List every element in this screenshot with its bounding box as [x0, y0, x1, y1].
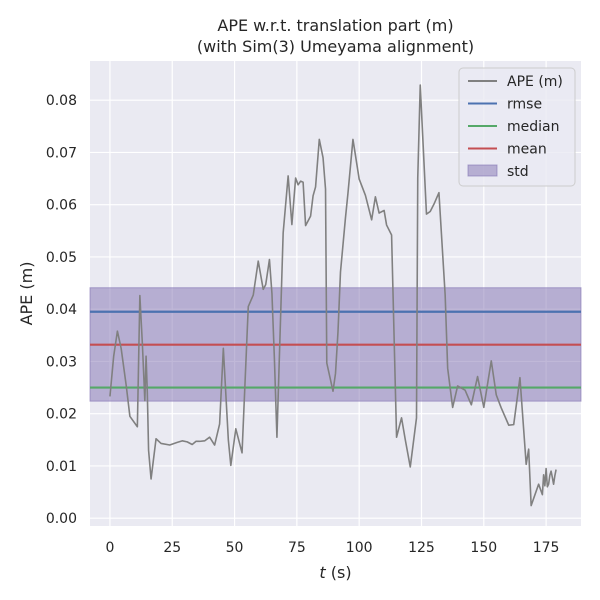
legend-label-median: median	[507, 119, 559, 135]
legend-swatch-std	[467, 164, 498, 177]
x-axis-label-var: t	[319, 563, 326, 582]
y-tick-label: 0.00	[46, 511, 77, 527]
chart-title-line-2: (with Sim(3) Umeyama alignment)	[197, 37, 474, 56]
tick-labels: 0 25 50 75 100 125 150 175 0.00 0.01 0.02 0.03 0.04 0…	[46, 93, 560, 556]
y-tick-label: 0.06	[46, 198, 77, 214]
chart-title-line-1: APE w.r.t. translation part (m)	[217, 16, 453, 35]
legend-box	[458, 67, 576, 187]
legend-label-std: std	[507, 164, 529, 180]
x-tick-label: 75	[288, 540, 306, 556]
y-tick-label: 0.08	[46, 93, 77, 109]
series-layer	[109, 84, 557, 507]
ape-series-line	[109, 84, 557, 507]
x-tick-label: 175	[533, 540, 560, 556]
y-tick-label: 0.02	[46, 407, 77, 423]
x-tick-label: 0	[105, 540, 114, 556]
y-tick-label: 0.03	[46, 354, 77, 370]
x-tick-label: 100	[346, 540, 373, 556]
legend: APE (m) rmse median mean std	[458, 67, 576, 187]
x-tick-label: 50	[226, 540, 244, 556]
legend-label-rmse: rmse	[507, 97, 542, 113]
y-axis-label: APE (m)	[17, 262, 36, 326]
x-tick-label: 25	[163, 540, 181, 556]
y-tick-label: 0.05	[46, 250, 77, 266]
x-tick-label: 150	[470, 540, 497, 556]
x-tick-label: 125	[408, 540, 435, 556]
stat-lines-layer	[90, 310, 581, 389]
y-tick-label: 0.01	[46, 459, 77, 475]
y-tick-label: 0.04	[46, 302, 77, 318]
legend-label-mean: mean	[507, 142, 547, 158]
x-axis-label: t (s)	[319, 563, 351, 582]
x-axis-label-unit: (s)	[326, 563, 352, 582]
y-tick-label: 0.07	[46, 145, 77, 161]
legend-label-ape: APE (m)	[507, 74, 563, 90]
